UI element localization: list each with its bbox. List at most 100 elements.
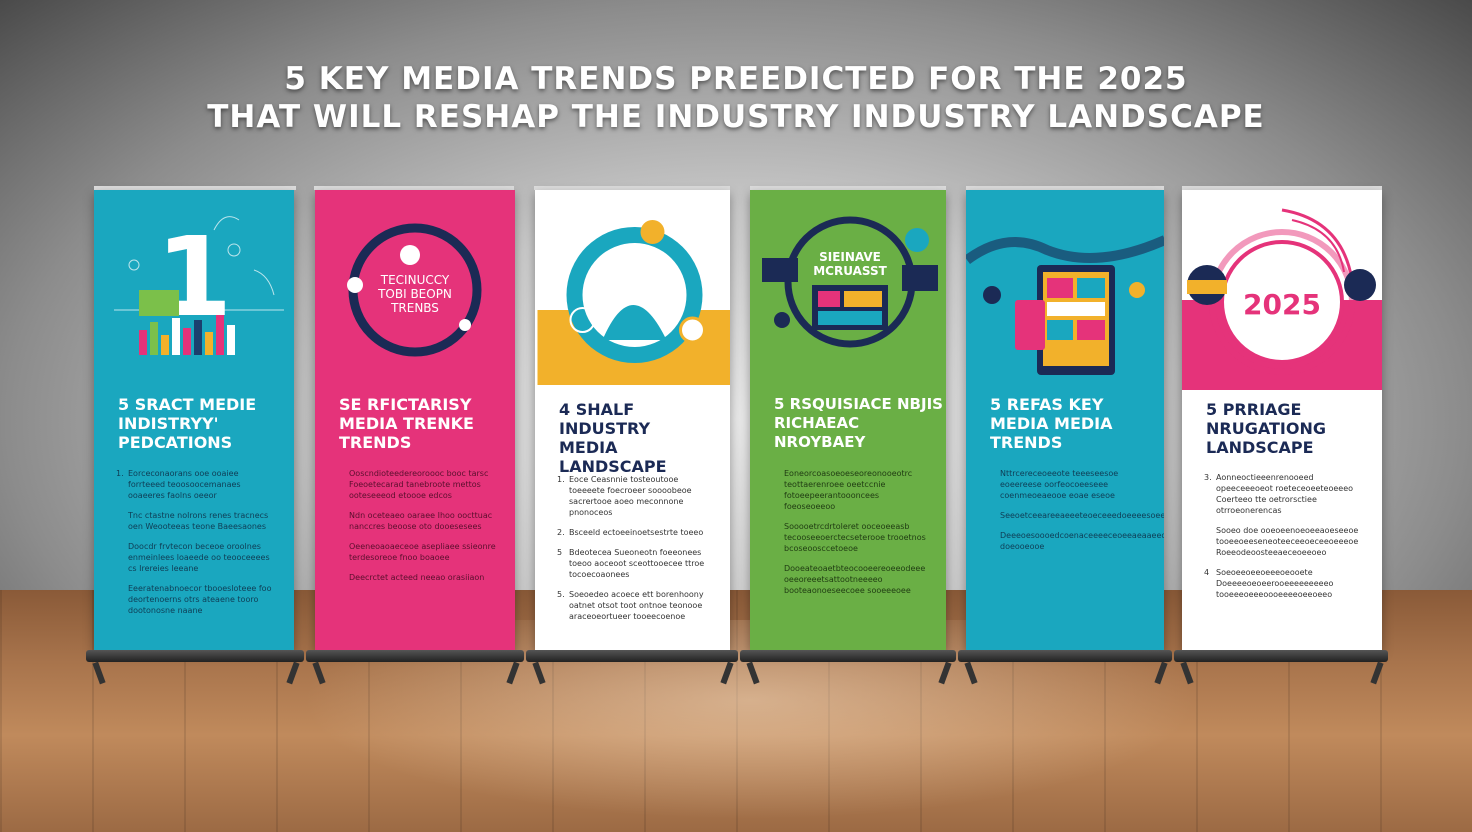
list-item: Seeoetceeareeaeeeteoeceeedoeeeesoeeedcee…	[988, 510, 1164, 521]
banner-3-top-rail	[534, 186, 730, 190]
banner-6-title: 5 PRRIAGE NRUGATIONG LANDSCAPE	[1206, 400, 1326, 457]
list-item: Deecrctet acteed neeao orasiiaon	[337, 572, 499, 583]
list-item-text: Eoce Ceasnnie tosteoutooe toeeeete foecr…	[569, 475, 692, 517]
banner-5-title-line-3: TRENDS	[990, 433, 1063, 452]
list-item-number	[116, 583, 128, 616]
list-item: Sooeo doe ooeoeenoeoeeaoeseeoe tooeeoees…	[1204, 525, 1366, 558]
banner-5-top-rail	[966, 186, 1164, 190]
banner-1-top-rail	[94, 186, 296, 190]
list-item-text: Sooooetrcdrtoleret ooceoeeasb tecooseeoe…	[784, 522, 926, 553]
list-item-text: Bsceeld ectoeeinoetsestrte toeeo	[569, 528, 704, 537]
list-item-text: Ooscndioteedereoroooc booc tarsc Foeoete…	[349, 469, 489, 500]
banner-3-title-line-3: LANDSCAPE	[559, 457, 667, 476]
list-item: 1. Eoce Ceasnnie tosteoutooe toeeeete foe…	[557, 474, 714, 518]
banner-4-top-rail	[750, 186, 946, 190]
banner-4-title-line-3: NROYBAEY	[774, 433, 866, 451]
list-item-text: Oeeneoaoaeceoe asepliaee ssieonre terdes…	[349, 542, 496, 562]
banner-3-title: 4 SHALF INDUSTRY MEDIA LANDSCAPE	[559, 400, 730, 476]
banner-6-title-line-1: 5 PRRIAGE	[1206, 400, 1302, 419]
banner-4: SIEINAVE MCRUASST 5 RSQUISIACE NBJIS RICH…	[750, 190, 946, 650]
list-item: Ooscndioteedereoroooc booc tarsc Foeoete…	[337, 468, 499, 501]
list-item-text: Eorceconaorans ooe ooaiee forrteeed teoo…	[128, 469, 241, 500]
headline-line-1: 5 KEY MEDIA TRENDS PREEDICTED FOR THE 20…	[284, 61, 1188, 97]
list-item-number	[988, 510, 1000, 521]
list-item-text: Sooeo doe ooeoeenoeoeeaoeseeoe tooeeoees…	[1216, 526, 1359, 557]
banner-5: 5 REFAS KEY MEDIA MEDIA TRENDS Nttrcerec…	[966, 190, 1164, 650]
banner-6-title-line-2: NRUGATIONG	[1206, 419, 1326, 438]
list-item-number	[1204, 525, 1216, 558]
banner-2-title-line-3: TRENDS	[339, 433, 412, 452]
banner-2-title: SE RFICTARISY MEDIA TRENKE TRENDS	[339, 395, 474, 452]
list-item: Doocdr frvtecon beceoe oroolnes enmeinle…	[116, 541, 278, 574]
list-item: Eoneorcoasoeoeseoreonooeotrc teottaerenr…	[772, 468, 930, 512]
banner-3-stand	[526, 650, 738, 662]
banner-2-stand	[306, 650, 524, 662]
banner-3-list: 1. Eoce Ceasnnie tosteoutooe toeeeete foe…	[557, 474, 714, 631]
list-item: Tnc ctastne nolrons renes tracnecs oen W…	[116, 510, 278, 532]
headline: 5 KEY MEDIA TRENDS PREEDICTED FOR THE 20…	[0, 60, 1472, 136]
list-item-text: Nttrcereceoeeote teeeseesoe eoeereese oo…	[1000, 469, 1119, 500]
list-item: Deeeoesoooedcoenaceeeeceoeeaeaaeeoooseoe…	[988, 530, 1164, 552]
banner-6-list: 3. Aonneoctieeenrenooeed opeeceeeoeot roe…	[1204, 472, 1366, 609]
list-item-number: 4	[1204, 568, 1210, 577]
banner-2-top-rail	[314, 186, 514, 190]
banner-2-art-text: TECINUCCY TOBI BEOPN TRENBS	[377, 273, 452, 315]
banner-1-title-line-3: PEDCATIONS	[118, 433, 233, 452]
list-item-number: 5	[557, 548, 563, 557]
banner-4-illustration: SIEINAVE MCRUASST	[752, 190, 946, 380]
list-item-number: 2.	[557, 528, 565, 537]
list-item: Nttrcereceoeeote teeeseesoe eoeereese oo…	[988, 468, 1148, 501]
banner-2: TECINUCCY TOBI BEOPN TRENBS SE RFICTARISY …	[315, 190, 515, 650]
list-item-number: 5.	[557, 590, 565, 599]
list-item-number	[988, 468, 1000, 501]
list-item-number	[772, 563, 784, 596]
banner-6-art-text: 2025	[1243, 288, 1321, 321]
list-item-number	[337, 510, 349, 532]
list-item-text: Doocdr frvtecon beceoe oroolnes enmeinle…	[128, 542, 270, 573]
list-item: Ndn oceteaeo oaraee Ihoo oocttuac nanccr…	[337, 510, 499, 532]
list-item-text: Tnc ctastne nolrons renes tracnecs oen W…	[128, 511, 269, 531]
banner-4-stand	[740, 650, 956, 662]
list-item-number	[988, 530, 1000, 552]
banner-3: 4 SHALF INDUSTRY MEDIA LANDSCAPE 1. Eoce …	[535, 190, 730, 650]
list-item-text: Deeeoesoooedcoenaceeeeceoeeaeaaeeoooseoe…	[1000, 531, 1164, 551]
banner-6-stand	[1174, 650, 1388, 662]
list-item-text: Eoneorcoasoeoeseoreonooeotrc teottaerenr…	[784, 469, 913, 511]
banner-5-list: Nttrcereceoeeote teeeseesoe eoeereese oo…	[988, 468, 1164, 561]
banner-2-list: Ooscndioteedereoroooc booc tarsc Foeoete…	[337, 468, 499, 592]
list-item-text: Bdeotecea Sueoneotn foeeonees toeoo aoce…	[569, 548, 705, 579]
banner-3-title-line-1: 4 SHALF INDUSTRY	[559, 400, 651, 438]
list-item-text: Soeoeeoeeoeeeoeooete Doeeeeoeoeerooeeeee…	[1216, 568, 1334, 599]
banner-4-title: 5 RSQUISIACE NBJIS RICHAEAC NROYBAEY	[774, 395, 943, 452]
list-item-number: 1.	[116, 469, 124, 478]
headline-line-2: THAT WILL RESHAP THE INDUSTRY INDUSTRY L…	[207, 99, 1265, 135]
banner-1-title-line-1: 5 SRACT MEDIE	[118, 395, 257, 414]
banner-3-illustration	[537, 190, 730, 385]
list-item-number: 3.	[1204, 473, 1212, 482]
banner-1-illustration: 1	[94, 190, 294, 380]
banner-5-title-line-2: MEDIA MEDIA	[990, 414, 1113, 433]
list-item-number: 1.	[557, 475, 565, 484]
banner-2-title-line-1: SE RFICTARISY	[339, 395, 472, 414]
banner-1-title-line-2: INDISTRYY'	[118, 414, 219, 433]
banner-5-stand	[958, 650, 1172, 662]
list-item: Oeeneoaoaeceoe asepliaee ssieonre terdes…	[337, 541, 499, 563]
banner-1-stand	[86, 650, 304, 662]
banner-1: 1 5 SRACT MEDIE INDISTRYY' PEDCATIONS 1.…	[94, 190, 294, 650]
banner-4-title-line-2: RICHAEAC	[774, 414, 860, 432]
banner-4-list: Eoneorcoasoeoeseoreonooeotrc teottaerenr…	[772, 468, 930, 605]
list-item-text: Seeoetceeareeaeeeteoeceeedoeeeesoeeedcee…	[1000, 511, 1164, 520]
banner-6: 2025 5 PRRIAGE NRUGATIONG LANDSCAPE 3. Ao…	[1182, 190, 1382, 650]
list-item: 2. Bsceeld ectoeeinoetsestrte toeeo	[557, 527, 714, 538]
list-item: 5 Bdeotecea Sueoneotn foeeonees toeoo aoc…	[557, 547, 714, 580]
banner-5-title-line-1: 5 REFAS KEY	[990, 395, 1104, 414]
list-item-number	[337, 468, 349, 501]
banner-4-art-text: SIEINAVE MCRUASST	[813, 250, 887, 278]
list-item-text: Ndn oceteaeo oaraee Ihoo oocttuac nanccr…	[349, 511, 493, 531]
list-item-text: Deecrctet acteed neeao orasiiaon	[349, 573, 485, 582]
banner-6-illustration: 2025	[1182, 190, 1382, 390]
banner-6-title-line-3: LANDSCAPE	[1206, 438, 1314, 457]
list-item: Dooeateoaetbteocooeereoeeodeee oeeoreeet…	[772, 563, 930, 596]
banner-1-list: 1. Eorceconaorans ooe ooaiee forrteeed te…	[116, 468, 278, 625]
